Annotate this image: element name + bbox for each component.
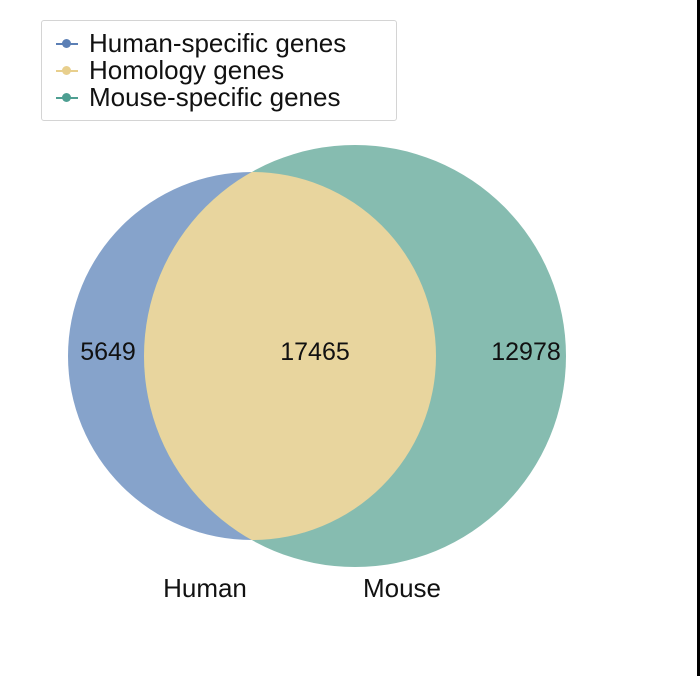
legend-item-mouse-specific: Mouse-specific genes [56, 84, 396, 111]
legend-label-mouse-specific: Mouse-specific genes [89, 82, 341, 112]
legend-item-human-specific: Human-specific genes [56, 30, 396, 57]
region-count-mouse-only: 12978 [491, 338, 561, 366]
legend-marker-human-specific [56, 30, 78, 57]
venn-region-overlap [144, 172, 436, 540]
legend-marker-homology [56, 57, 78, 84]
region-count-overlap: 17465 [280, 338, 350, 366]
legend-marker-mouse-specific [56, 84, 78, 111]
set-label-mouse: Mouse [363, 573, 441, 603]
set-label-human: Human [163, 573, 247, 603]
region-count-human-only: 5649 [80, 338, 136, 366]
legend-label-human-specific: Human-specific genes [89, 28, 347, 58]
legend-item-homology: Homology genes [56, 57, 396, 84]
legend-label-homology: Homology genes [89, 55, 285, 85]
image-right-border [697, 0, 700, 676]
legend: Human-specific genes Homology genes Mous… [41, 20, 397, 121]
